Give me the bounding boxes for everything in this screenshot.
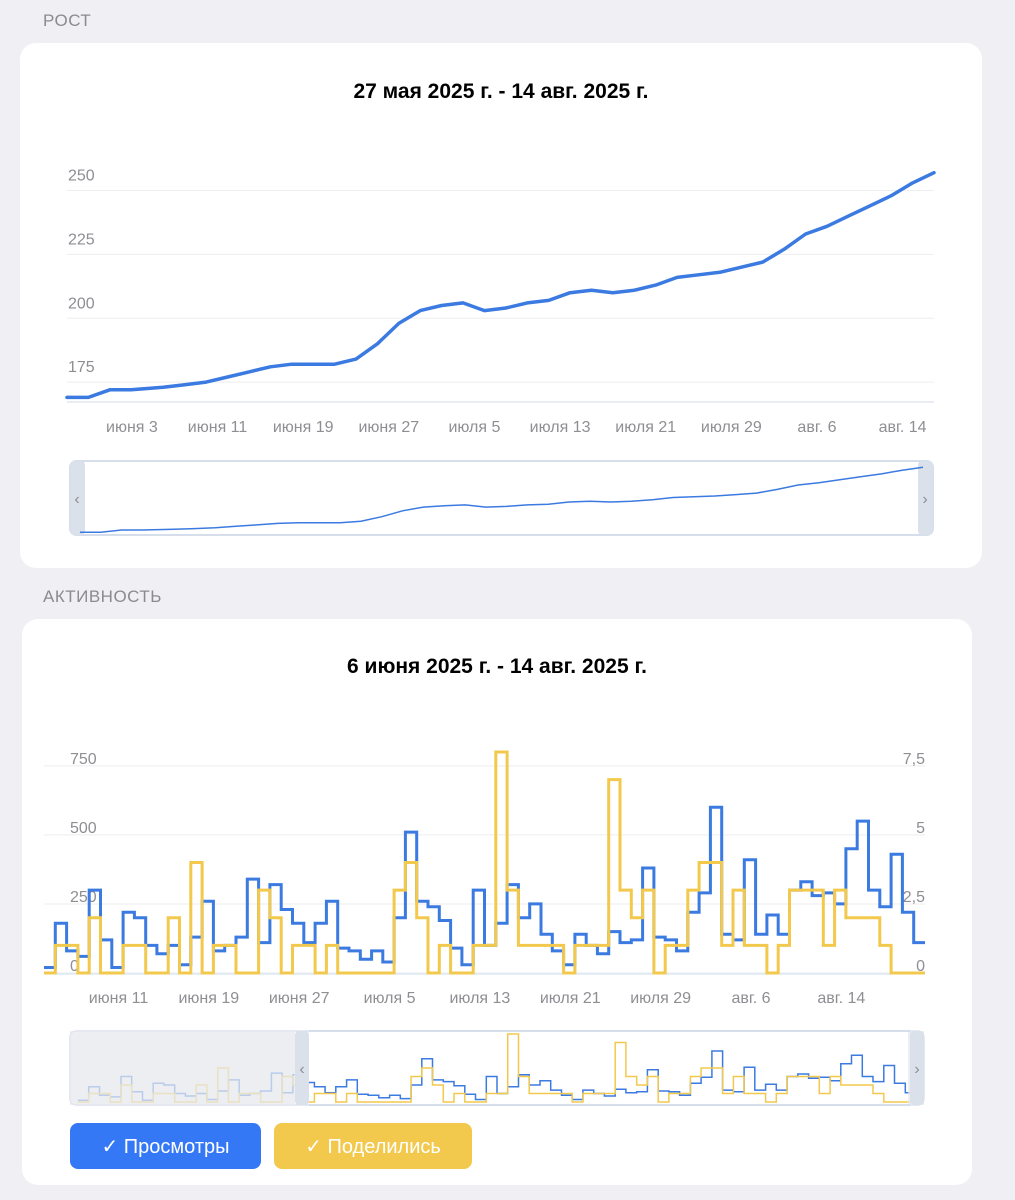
growth-x-tick-label: авг. 6 — [797, 419, 836, 436]
chevron-left-icon: ‹ — [74, 491, 79, 508]
activity-x-tick-label: авг. 14 — [817, 990, 865, 1007]
growth-x-tick-label: июня 19 — [273, 419, 334, 436]
views-toggle-label: ✓ Просмотры — [101, 1135, 230, 1158]
activity-x-tick-label: июля 21 — [540, 990, 601, 1007]
activity-y-left-tick-label: 750 — [70, 751, 97, 768]
activity-x-tick-label: июня 19 — [178, 990, 239, 1007]
growth-x-tick-label: июня 3 — [106, 419, 158, 436]
chevron-right-icon: › — [914, 1061, 919, 1078]
activity-x-tick-label: авг. 6 — [731, 990, 770, 1007]
growth-series-line — [65, 170, 936, 400]
growth-y-tick-label: 250 — [68, 168, 95, 185]
activity-section-label: АКТИВНОСТЬ — [43, 587, 162, 606]
growth-navigator-line — [80, 466, 924, 534]
growth-x-tick-label: июня 27 — [358, 419, 419, 436]
activity-navigator-mask — [70, 1031, 295, 1105]
activity-chart-title: 6 июня 2025 г. - 14 авг. 2025 г. — [347, 655, 647, 678]
activity-x-tick-label: июня 27 — [269, 990, 330, 1007]
activity-x-tick-label: июля 13 — [449, 990, 510, 1007]
activity-y-right-tick-label: 0 — [916, 958, 925, 975]
activity-y-left-tick-label: 500 — [70, 820, 97, 837]
activity-y-right-tick-label: 2,5 — [903, 889, 925, 906]
activity-y-right-tick-label: 7,5 — [903, 751, 925, 768]
activity-x-tick-label: июля 5 — [364, 990, 416, 1007]
chevron-right-icon: › — [922, 491, 927, 508]
activity-x-tick-label: июня 11 — [89, 990, 149, 1007]
activity-x-tick-label: июля 29 — [630, 990, 691, 1007]
shares-toggle-label: ✓ Поделились — [305, 1135, 441, 1158]
growth-navigator-left-handle — [70, 461, 85, 535]
views-toggle-button[interactable]: ✓ Просмотры — [70, 1123, 261, 1169]
growth-x-tick-label: июля 29 — [701, 419, 762, 436]
activity-navigator-left-handle — [295, 1031, 309, 1105]
activity-navigator-right-handle — [910, 1031, 924, 1105]
shares-series-line — [44, 750, 925, 975]
chevron-left-icon: ‹ — [299, 1061, 304, 1078]
growth-y-tick-label: 175 — [68, 359, 95, 376]
growth-navigator-right-handle — [918, 461, 933, 535]
growth-x-tick-label: авг. 14 — [879, 419, 927, 436]
activity-y-left-tick-label: 0 — [70, 958, 79, 975]
views-series-line — [44, 805, 925, 969]
growth-x-tick-label: июня 11 — [188, 419, 248, 436]
shares-toggle-button[interactable]: ✓ Поделились — [274, 1123, 472, 1169]
growth-chart: 175 200 225 250 июня 3 июня 11 июня 19 июня 27 и… — [65, 168, 936, 536]
growth-section-label: РОСТ — [43, 11, 92, 30]
growth-x-tick-label: июля 21 — [615, 419, 676, 436]
growth-x-tick-label: июля 5 — [448, 419, 500, 436]
activity-y-right-tick-label: 5 — [916, 820, 925, 837]
growth-chart-title: 27 мая 2025 г. - 14 авг. 2025 г. — [353, 80, 649, 103]
growth-y-tick-label: 200 — [68, 295, 95, 312]
growth-x-tick-label: июля 13 — [530, 419, 591, 436]
growth-y-tick-label: 225 — [68, 231, 95, 248]
